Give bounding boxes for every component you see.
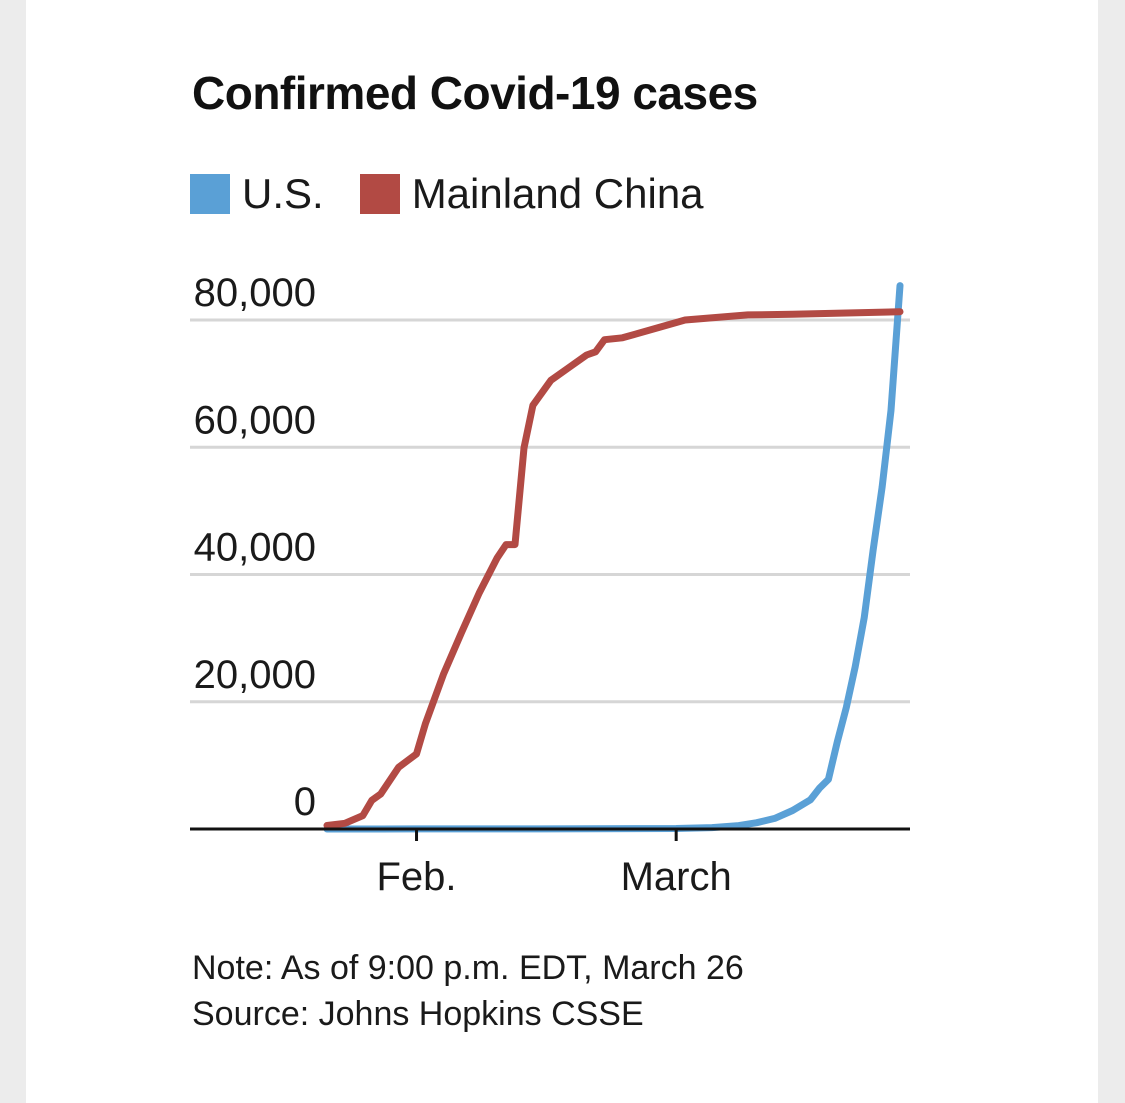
- x-tick-label: Feb.: [377, 855, 457, 899]
- y-tick-label: 80,000: [194, 271, 316, 315]
- series-line-china: [323, 308, 904, 829]
- chart-note: Note: As of 9:00 p.m. EDT, March 26: [192, 949, 744, 987]
- legend-swatch-us: [190, 174, 230, 214]
- chart-legend: U.S. Mainland China: [190, 170, 740, 218]
- legend-label-us: U.S.: [242, 170, 324, 217]
- legend-item-china: Mainland China: [359, 170, 704, 218]
- chart-title: Confirmed Covid-19 cases: [192, 67, 758, 119]
- series-line-us: [323, 282, 904, 833]
- legend-label-china: Mainland China: [411, 170, 704, 217]
- y-tick-label: 60,000: [194, 398, 316, 442]
- x-tick-label: March: [621, 855, 732, 899]
- chart-source: Source: Johns Hopkins CSSE: [192, 995, 644, 1033]
- y-tick-label: 20,000: [194, 653, 316, 697]
- legend-item-us: U.S.: [190, 170, 324, 218]
- legend-swatch-china: [359, 174, 400, 214]
- y-tick-label: 40,000: [194, 526, 316, 570]
- y-tick-label: 0: [294, 780, 316, 824]
- chart-notes: Note: As of 9:00 p.m. EDT, March 26 Sour…: [192, 945, 744, 1037]
